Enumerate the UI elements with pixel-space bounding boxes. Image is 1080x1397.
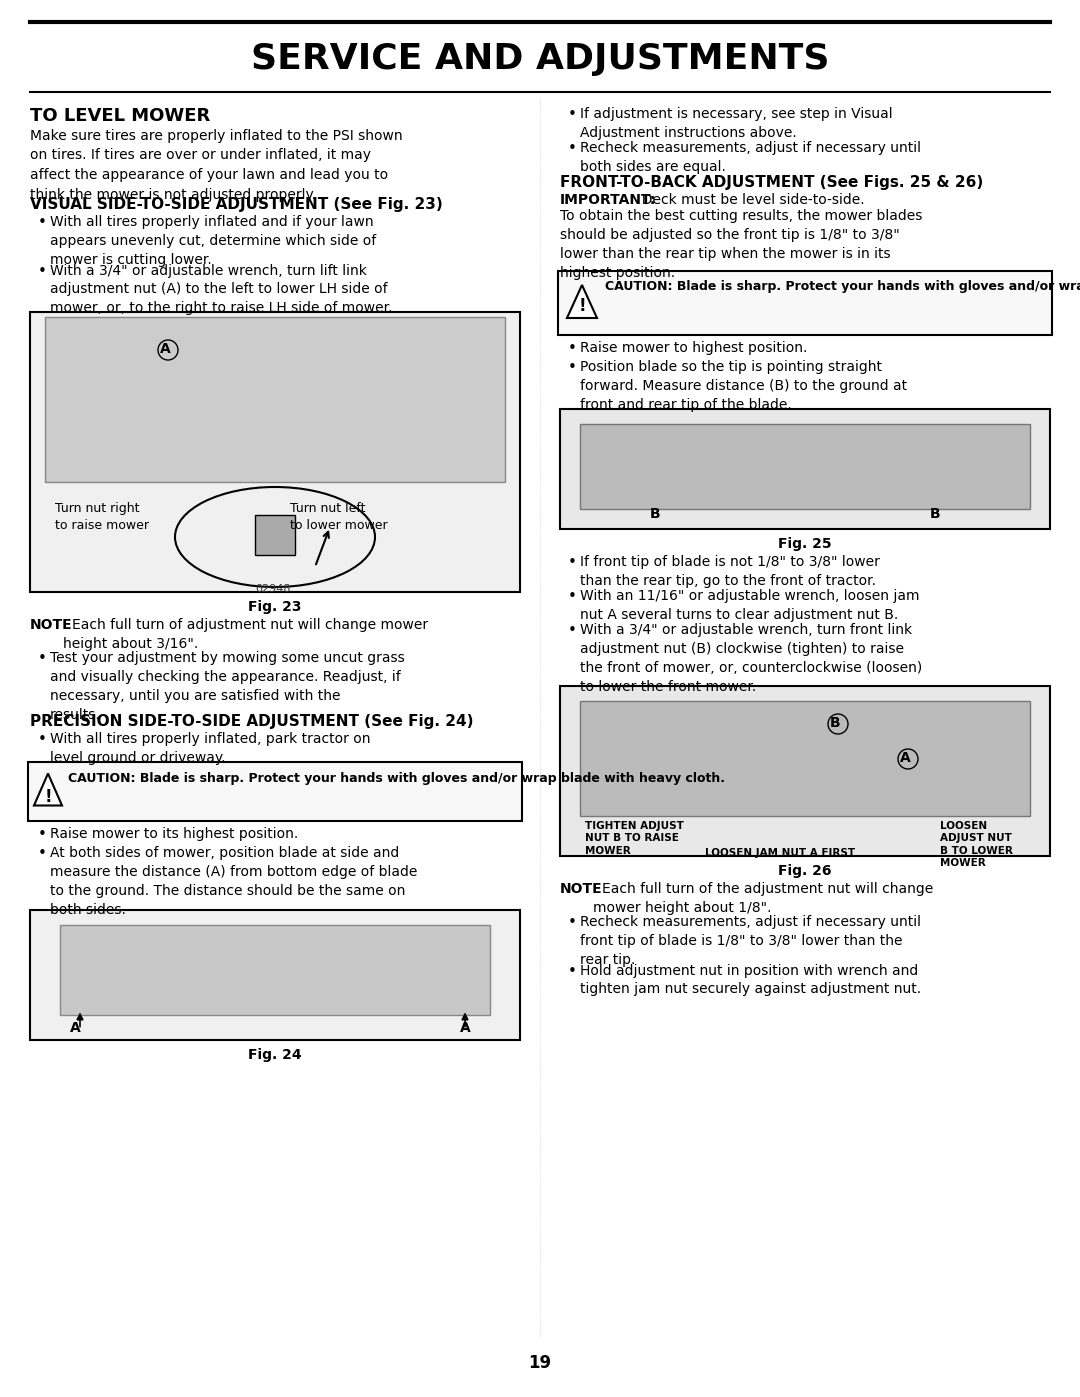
Text: PRECISION SIDE-TO-SIDE ADJUSTMENT (See Fig. 24): PRECISION SIDE-TO-SIDE ADJUSTMENT (See F… [30,714,473,729]
Text: 19: 19 [528,1354,552,1372]
Text: Raise mower to highest position.: Raise mower to highest position. [580,341,808,355]
Text: !: ! [578,298,585,314]
FancyBboxPatch shape [561,409,1050,529]
Text: B: B [650,507,661,521]
Text: With an 11/16" or adjustable wrench, loosen jam
nut A several turns to clear adj: With an 11/16" or adjustable wrench, loo… [580,590,919,622]
Text: With a 3/4" or adjustable wrench, turn front link
adjustment nut (B) clockwise (: With a 3/4" or adjustable wrench, turn f… [580,623,922,694]
Text: •: • [568,555,577,570]
Text: TO LEVEL MOWER: TO LEVEL MOWER [30,108,211,124]
Text: At both sides of mower, position blade at side and
measure the distance (A) from: At both sides of mower, position blade a… [50,847,417,918]
Text: SERVICE AND ADJUSTMENTS: SERVICE AND ADJUSTMENTS [251,42,829,75]
Text: •: • [568,360,577,376]
Text: A: A [70,1021,81,1035]
FancyBboxPatch shape [30,312,519,592]
Polygon shape [33,774,62,806]
Bar [45,317,505,482]
Text: : Each full turn of the adjustment nut will change
mower height about 1/8".: : Each full turn of the adjustment nut w… [593,882,933,915]
Text: FRONT-TO-BACK ADJUSTMENT (See Figs. 25 & 26): FRONT-TO-BACK ADJUSTMENT (See Figs. 25 &… [561,175,983,190]
Text: With all tires properly inflated and if your lawn
appears unevenly cut, determin: With all tires properly inflated and if … [50,215,376,267]
Text: CAUTION: Blade is sharp. Protect your hands with gloves and/or wrap blade with h: CAUTION: Blade is sharp. Protect your ha… [68,773,725,785]
Polygon shape [567,285,597,319]
FancyBboxPatch shape [30,909,519,1039]
Bar [580,425,1030,509]
FancyBboxPatch shape [558,271,1052,335]
Text: B: B [930,507,941,521]
Text: Turn nut left
to lower mower: Turn nut left to lower mower [291,502,388,532]
Text: TIGHTEN ADJUST
NUT B TO RAISE
MOWER: TIGHTEN ADJUST NUT B TO RAISE MOWER [585,821,684,856]
Text: 02948: 02948 [255,584,291,594]
Text: LOOSEN JAM NUT A FIRST: LOOSEN JAM NUT A FIRST [705,848,855,858]
Text: With all tires properly inflated, park tractor on
level ground or driveway.: With all tires properly inflated, park t… [50,732,370,766]
Text: With a 3/4" or adjustable wrench, turn lift link
adjustment nut (A) to the left : With a 3/4" or adjustable wrench, turn l… [50,264,392,316]
Text: To obtain the best cutting results, the mower blades
should be adjusted so the f: To obtain the best cutting results, the … [561,210,922,279]
Text: •: • [568,964,577,978]
Text: Position blade so the tip is pointing straight
forward. Measure distance (B) to : Position blade so the tip is pointing st… [580,360,907,412]
Text: •: • [38,827,46,842]
Text: Fig. 25: Fig. 25 [779,536,832,550]
Text: •: • [38,732,46,747]
Text: NOTE: NOTE [30,617,72,631]
Text: Turn nut right
to raise mower: Turn nut right to raise mower [55,502,149,532]
FancyBboxPatch shape [28,761,522,821]
Text: NOTE: NOTE [561,882,603,895]
Text: •: • [38,847,46,862]
Text: •: • [568,915,577,930]
Text: Hold adjustment nut in position with wrench and
tighten jam nut securely against: Hold adjustment nut in position with wre… [580,964,921,996]
Text: !: ! [44,788,52,806]
Text: Test your adjustment by mowing some uncut grass
and visually checking the appear: Test your adjustment by mowing some uncu… [50,651,405,722]
Text: •: • [568,623,577,638]
Text: Recheck measurements, adjust if necessary until
both sides are equal.: Recheck measurements, adjust if necessar… [580,141,921,175]
Text: A: A [460,1021,471,1035]
Text: •: • [38,215,46,231]
FancyBboxPatch shape [561,686,1050,856]
Text: CAUTION: Blade is sharp. Protect your hands with gloves and/or wrap blade with h: CAUTION: Blade is sharp. Protect your ha… [605,279,1080,293]
Text: VISUAL SIDE-TO-SIDE ADJUSTMENT (See Fig. 23): VISUAL SIDE-TO-SIDE ADJUSTMENT (See Fig.… [30,197,443,212]
Text: A: A [900,752,910,766]
Text: •: • [568,590,577,604]
Text: LOOSEN
ADJUST NUT
B TO LOWER
MOWER: LOOSEN ADJUST NUT B TO LOWER MOWER [940,821,1013,868]
Text: If adjustment is necessary, see step in Visual
Adjustment instructions above.: If adjustment is necessary, see step in … [580,108,893,140]
Text: Fig. 24: Fig. 24 [248,1048,301,1062]
Bar [255,515,295,555]
Bar [60,925,490,1014]
Text: Deck must be level side-to-side.: Deck must be level side-to-side. [633,193,865,207]
Text: Recheck measurements, adjust if necessary until
front tip of blade is 1/8" to 3/: Recheck measurements, adjust if necessar… [580,915,921,967]
Text: Fig. 23: Fig. 23 [248,599,301,615]
Text: IMPORTANT:: IMPORTANT: [561,193,657,207]
Text: : Each full turn of adjustment nut will change mower
height about 3/16".: : Each full turn of adjustment nut will … [63,617,428,651]
Text: •: • [568,141,577,156]
Text: •: • [38,264,46,278]
Bar [580,701,1030,816]
Text: A: A [160,342,171,356]
Text: Fig. 26: Fig. 26 [779,863,832,877]
Text: •: • [38,651,46,666]
Text: •: • [568,341,577,356]
Text: Make sure tires are properly inflated to the PSI shown
on tires. If tires are ov: Make sure tires are properly inflated to… [30,129,403,201]
Text: If front tip of blade is not 1/8" to 3/8" lower
than the rear tip, go to the fro: If front tip of blade is not 1/8" to 3/8… [580,555,880,588]
Text: B: B [831,717,840,731]
Text: Raise mower to its highest position.: Raise mower to its highest position. [50,827,298,841]
Text: •: • [568,108,577,122]
